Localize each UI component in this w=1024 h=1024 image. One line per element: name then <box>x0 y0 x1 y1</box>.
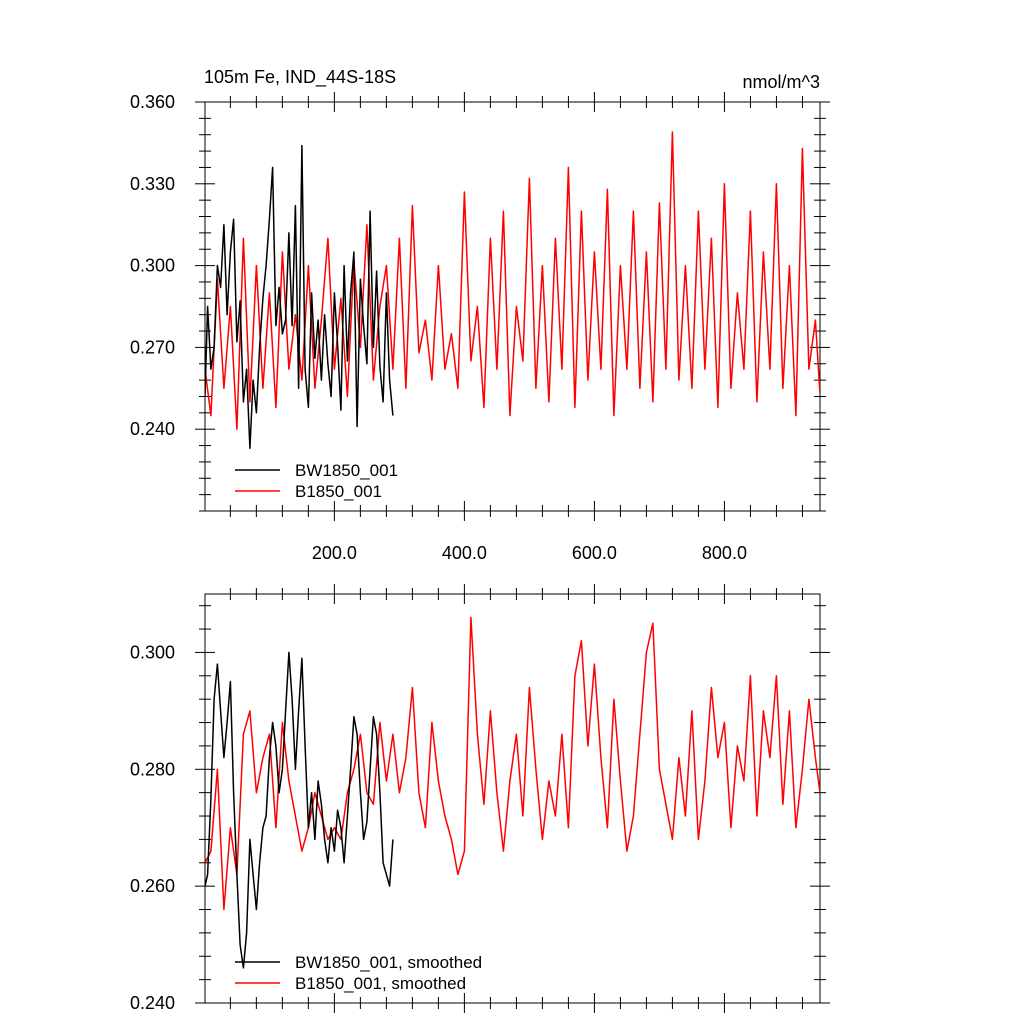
bottom-plot-area: 0.240 0.260 0.280 0.300 BW1850_001, smoothed… <box>130 584 830 1013</box>
y-tick-label: 0.360 <box>130 92 175 112</box>
series-line-b1850-001-smoothed <box>205 616 820 911</box>
legend-label: BW1850_001 <box>295 461 398 480</box>
y-tick-label: 0.300 <box>130 642 175 662</box>
y-tick-label: 0.330 <box>130 174 175 194</box>
top-plot-area: 200.0 400.0 600.0 800.0 0.240 0.270 0.300 0.330… <box>130 92 830 563</box>
top-panel: 105m Fe, IND_44S-18S nmol/m^3 200.0 400.0… <box>130 67 830 563</box>
series-line-b1850-001 <box>205 131 820 430</box>
top-panel-title: 105m Fe, IND_44S-18S <box>204 67 396 88</box>
x-tick-label: 400.0 <box>442 543 487 563</box>
x-tick-label: 800.0 <box>702 543 747 563</box>
y-tick-label: 0.270 <box>130 337 175 357</box>
y-tick-label: 0.240 <box>130 419 175 439</box>
series-line-bw1850-001-smoothed <box>205 651 394 969</box>
legend-label: B1850_001, smoothed <box>295 974 466 993</box>
plot-frame <box>204 101 821 512</box>
x-tick-label: 600.0 <box>572 543 617 563</box>
legend-label: B1850_001 <box>295 482 382 501</box>
x-tick-label: 200.0 <box>312 543 357 563</box>
y-tick-label: 0.300 <box>130 256 175 276</box>
plot-frame <box>204 593 821 1004</box>
y-tick-label: 0.240 <box>130 993 175 1013</box>
y-tick-label: 0.280 <box>130 759 175 779</box>
legend-label: BW1850_001, smoothed <box>295 953 482 972</box>
y-tick-label: 0.260 <box>130 876 175 896</box>
top-panel-units: nmol/m^3 <box>743 72 820 92</box>
bottom-panel: 0.240 0.260 0.280 0.300 BW1850_001, smoothed… <box>130 584 830 1013</box>
series-line-bw1850-001 <box>205 144 394 450</box>
